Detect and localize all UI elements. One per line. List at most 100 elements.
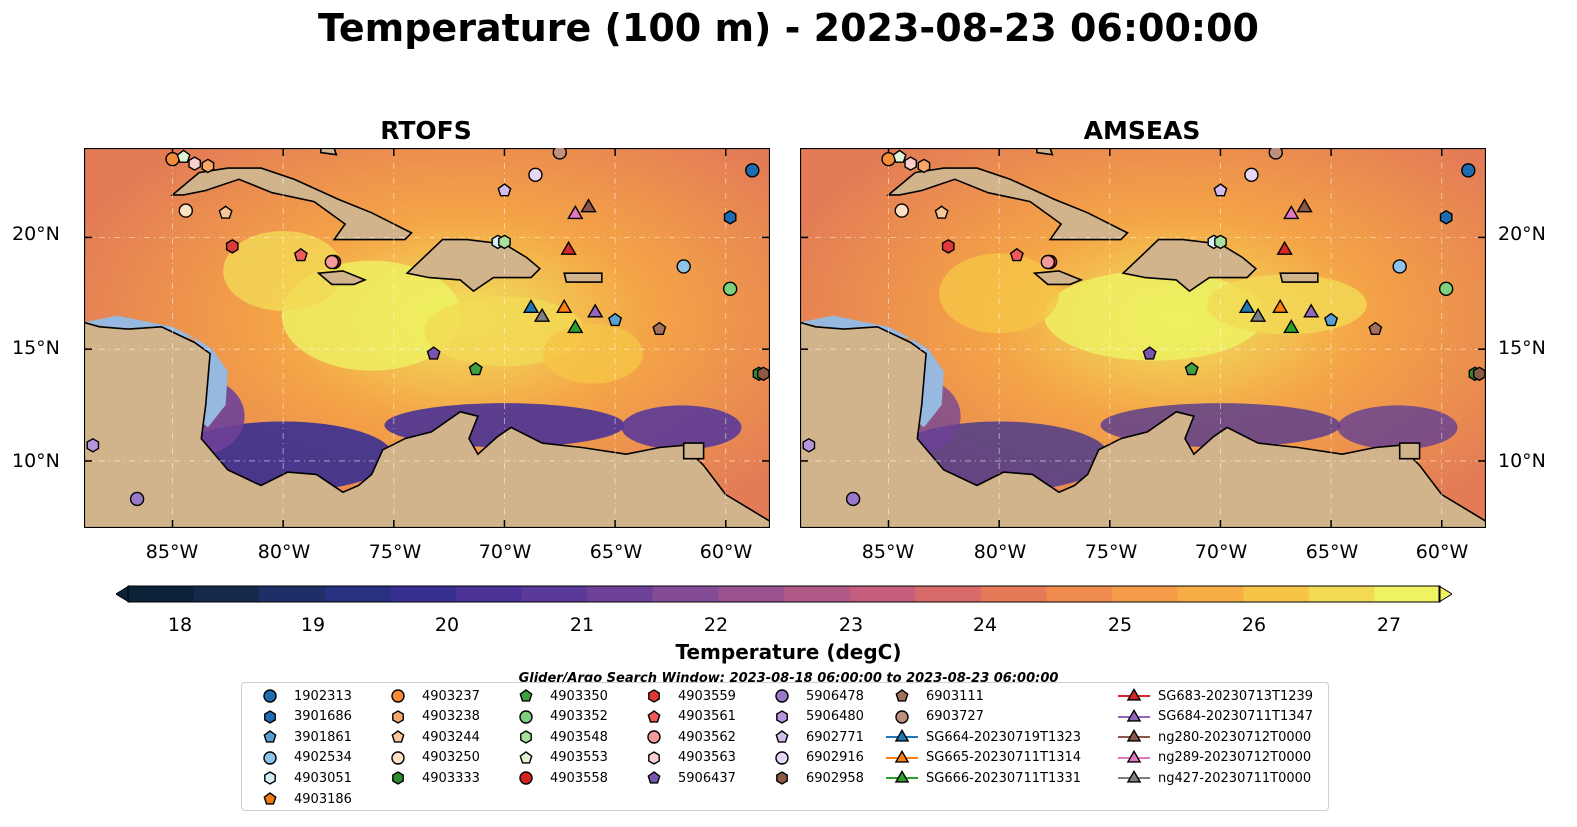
legend-marker-icon (886, 770, 918, 783)
legend-label: 1902313 (294, 688, 352, 704)
panel-title-rtofs: RTOFS (380, 116, 472, 145)
legend-pentagon-marker (895, 689, 909, 702)
obs-marker (652, 321, 667, 336)
land-polygon (1398, 442, 1421, 460)
legend-hexagon-marker (264, 771, 276, 786)
legend-circle-marker (775, 689, 789, 703)
obs-marker (533, 307, 551, 322)
obs-marker (567, 205, 584, 220)
obs-marker (1296, 198, 1313, 213)
legend-marker-icon (775, 689, 789, 703)
colorbar-segment (718, 586, 785, 602)
legend-marker-icon (895, 689, 909, 702)
legend-marker-icon (648, 689, 660, 703)
colorbar-tick-label: 23 (838, 614, 864, 636)
lon-label-65w-amseas: 65°W (1305, 541, 1359, 563)
legend-label: ng427-20230711T0000 (1158, 770, 1312, 786)
legend-hexagon-marker (392, 709, 404, 724)
obs-marker (894, 203, 909, 218)
obs-marker (560, 240, 577, 255)
colorbar-tick-label: 18 (167, 614, 193, 636)
legend-item: SG666-20230711T1331 (884, 768, 1081, 788)
lon-label-85w-rtofs: 85°W (145, 541, 199, 563)
colorbar-tick-label: 21 (569, 614, 595, 636)
legend-item: 5906480 (764, 707, 864, 727)
lat-label-15n-left: 15°N (12, 337, 60, 359)
legend-item: 6903111 (884, 686, 984, 706)
legend-pentagon-marker (263, 792, 277, 805)
legend-marker-icon (519, 689, 533, 702)
obs-marker (1184, 361, 1199, 376)
colorbar-segment (915, 586, 982, 602)
legend-label: SG664-20230719T1323 (926, 729, 1082, 745)
legend-item: SG664-20230719T1323 (884, 727, 1081, 747)
colorbar-segment (1308, 586, 1375, 602)
legend-pentagon-marker (519, 689, 533, 702)
legend-item: 4903350 (508, 686, 608, 706)
legend-label: 6902771 (806, 729, 864, 745)
legend-label: 4903250 (422, 750, 480, 766)
lat-label-20n-left: 20°N (12, 223, 60, 245)
legend-circle-marker (519, 771, 533, 786)
legend-item: 4903237 (380, 686, 480, 706)
obs-marker (1009, 247, 1024, 262)
land-polygon (1036, 148, 1054, 156)
legend-pentagon-marker (775, 730, 789, 743)
legend-item: 4903558 (508, 768, 608, 788)
colorbar-segment (456, 586, 523, 602)
obs-marker (757, 366, 770, 382)
obs-marker (1283, 319, 1300, 334)
legend-marker-icon (519, 709, 533, 724)
lat-label-10n-left: 10°N (12, 450, 60, 472)
obs-marker (1438, 281, 1454, 297)
land-polygon (563, 272, 603, 283)
obs-marker (892, 149, 907, 163)
legend-label: 4903333 (422, 770, 480, 786)
land-polygon (1279, 272, 1319, 283)
legend-circle-marker (391, 689, 405, 703)
legend-label: 5906478 (806, 688, 864, 704)
obs-marker (1213, 183, 1228, 197)
colorbar-segment (390, 586, 457, 602)
lon-label-70w-amseas: 70°W (1194, 541, 1248, 563)
colorbar-label: Temperature (degC) (675, 640, 902, 664)
lon-label-60w-rtofs: 60°W (699, 541, 753, 563)
legend-item: SG683-20230713T1239 (1116, 686, 1313, 706)
obs-marker (567, 319, 584, 334)
obs-marker (225, 239, 239, 254)
obs-marker (1392, 259, 1407, 274)
legend: 1902313 3901686 3901861 4902534 4903051 49031… (241, 682, 1329, 811)
legend-pentagon-marker (519, 750, 533, 764)
legend-label: 4903548 (550, 729, 608, 745)
obs-marker (1040, 254, 1056, 270)
obs-marker (552, 148, 567, 160)
colorbar (116, 585, 1452, 603)
land-polygon (84, 321, 770, 528)
lon-label-60w-amseas: 60°W (1415, 541, 1469, 563)
legend-marker-icon (392, 709, 404, 724)
legend-triangle-marker (894, 749, 910, 763)
legend-item: SG665-20230711T1314 (884, 748, 1081, 768)
legend-item: 3901861 (252, 727, 352, 747)
legend-label: 4903553 (550, 750, 608, 766)
legend-pentagon-marker (391, 730, 405, 743)
obs-marker (1473, 366, 1486, 382)
legend-circle-marker (775, 751, 789, 765)
obs-marker (587, 303, 604, 318)
legend-item: 5906437 (636, 768, 736, 788)
legend-marker-icon (775, 730, 789, 743)
legend-circle-marker (519, 709, 533, 724)
legend-marker-icon (263, 751, 277, 765)
obs-marker (1244, 167, 1259, 183)
colorbar-tick-label: 22 (703, 614, 729, 636)
land-polygon (320, 148, 338, 156)
obs-marker (1249, 307, 1267, 322)
land-polygon (1032, 270, 1084, 286)
lon-label-85w-amseas: 85°W (861, 541, 915, 563)
land-polygon (170, 167, 413, 241)
colorbar-segment (1046, 586, 1113, 602)
legend-label: 6903111 (926, 688, 984, 704)
legend-item: SG684-20230711T1347 (1116, 707, 1313, 727)
legend-item: 4903333 (380, 768, 480, 788)
colorbar-segment (1374, 586, 1441, 602)
